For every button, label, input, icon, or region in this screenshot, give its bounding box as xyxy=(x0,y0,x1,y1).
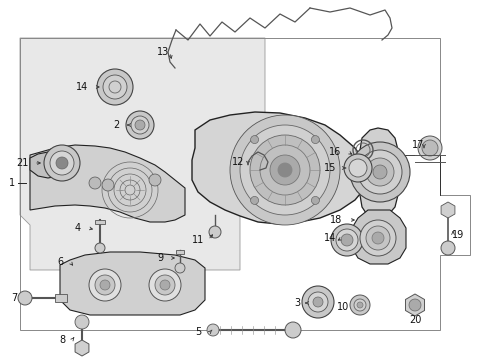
Circle shape xyxy=(18,291,32,305)
Polygon shape xyxy=(441,202,455,218)
Text: 4: 4 xyxy=(75,223,81,233)
Circle shape xyxy=(350,295,370,315)
Polygon shape xyxy=(352,210,406,264)
Text: 15: 15 xyxy=(324,163,336,173)
Circle shape xyxy=(360,220,396,256)
Circle shape xyxy=(313,297,323,307)
Circle shape xyxy=(349,159,367,177)
Circle shape xyxy=(209,226,221,238)
Circle shape xyxy=(366,226,390,250)
Circle shape xyxy=(149,174,161,186)
Text: 5: 5 xyxy=(195,327,201,337)
Circle shape xyxy=(250,197,259,204)
Text: 8: 8 xyxy=(59,335,65,345)
Polygon shape xyxy=(30,145,185,222)
Text: 14: 14 xyxy=(324,233,336,243)
Text: 17: 17 xyxy=(412,140,424,150)
Circle shape xyxy=(260,145,310,195)
Text: 18: 18 xyxy=(330,215,342,225)
Circle shape xyxy=(126,111,154,139)
Text: 1: 1 xyxy=(9,178,15,188)
Text: 6: 6 xyxy=(57,257,63,267)
Bar xyxy=(55,294,67,302)
Text: 7: 7 xyxy=(11,293,17,303)
Circle shape xyxy=(308,292,328,312)
Circle shape xyxy=(354,299,366,311)
Circle shape xyxy=(97,69,133,105)
Circle shape xyxy=(89,269,121,301)
Circle shape xyxy=(155,275,175,295)
Circle shape xyxy=(160,280,170,290)
Circle shape xyxy=(100,280,110,290)
Circle shape xyxy=(250,136,259,144)
Circle shape xyxy=(372,232,384,244)
Circle shape xyxy=(358,150,402,194)
Circle shape xyxy=(373,165,387,179)
Circle shape xyxy=(344,154,372,182)
Polygon shape xyxy=(405,294,424,316)
Polygon shape xyxy=(60,252,205,315)
Circle shape xyxy=(50,151,74,175)
Circle shape xyxy=(135,120,145,130)
Bar xyxy=(95,220,105,224)
Circle shape xyxy=(56,157,68,169)
Polygon shape xyxy=(192,112,368,224)
Text: 10: 10 xyxy=(337,302,349,312)
Circle shape xyxy=(278,163,292,177)
Circle shape xyxy=(95,275,115,295)
Circle shape xyxy=(366,158,394,186)
Circle shape xyxy=(418,136,442,160)
Polygon shape xyxy=(360,128,398,218)
Text: 21: 21 xyxy=(16,158,28,168)
Circle shape xyxy=(331,224,363,256)
Circle shape xyxy=(422,140,438,156)
Circle shape xyxy=(240,125,330,215)
Bar xyxy=(176,250,184,254)
Circle shape xyxy=(336,229,358,251)
Circle shape xyxy=(270,155,300,185)
Circle shape xyxy=(230,115,340,225)
Circle shape xyxy=(102,179,114,191)
Text: 9: 9 xyxy=(157,253,163,263)
Text: 12: 12 xyxy=(232,157,244,167)
Polygon shape xyxy=(75,340,89,356)
Circle shape xyxy=(89,177,101,189)
Circle shape xyxy=(95,243,105,253)
Circle shape xyxy=(302,286,334,318)
Circle shape xyxy=(149,269,181,301)
Circle shape xyxy=(175,263,185,273)
Text: 3: 3 xyxy=(294,298,300,308)
Text: 2: 2 xyxy=(113,120,119,130)
Circle shape xyxy=(312,197,319,204)
Circle shape xyxy=(131,116,149,134)
Circle shape xyxy=(207,324,219,336)
Polygon shape xyxy=(20,38,265,270)
Circle shape xyxy=(312,136,319,144)
Text: 13: 13 xyxy=(157,47,169,57)
Text: 19: 19 xyxy=(452,230,464,240)
Circle shape xyxy=(250,135,320,205)
Circle shape xyxy=(103,75,127,99)
Circle shape xyxy=(75,315,89,329)
Text: 11: 11 xyxy=(192,235,204,245)
Text: 16: 16 xyxy=(329,147,341,157)
Text: 14: 14 xyxy=(76,82,88,92)
Circle shape xyxy=(44,145,80,181)
Circle shape xyxy=(441,241,455,255)
Text: 20: 20 xyxy=(409,315,421,325)
Circle shape xyxy=(409,299,421,311)
Polygon shape xyxy=(30,152,68,178)
Circle shape xyxy=(341,234,353,246)
Circle shape xyxy=(285,322,301,338)
Circle shape xyxy=(357,302,363,308)
Circle shape xyxy=(350,142,410,202)
